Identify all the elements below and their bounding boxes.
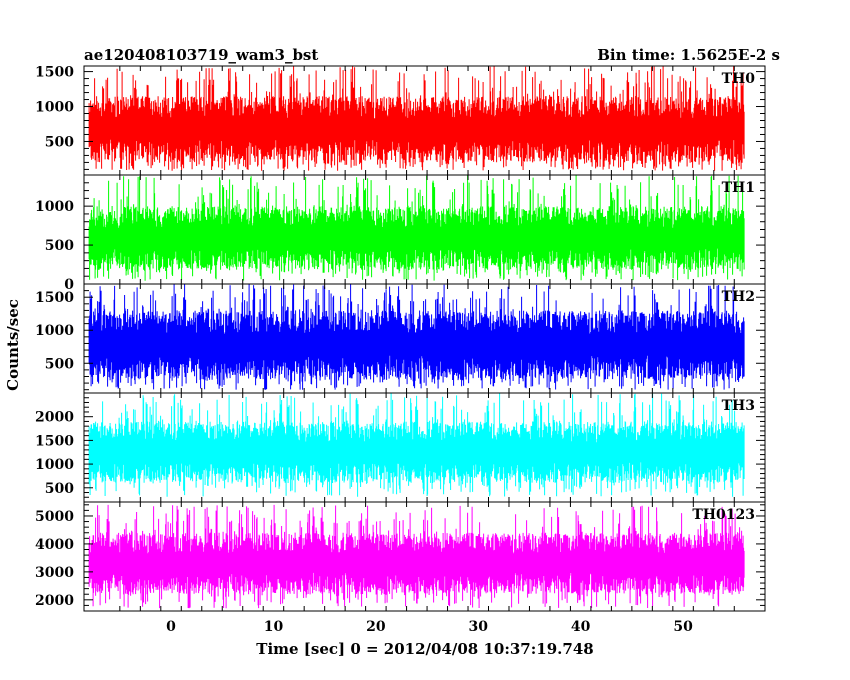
x-tick-label: 20 [366,619,386,635]
panel-th0: TH0 500 1000 1500 [35,65,766,176]
y-tick-label: 1000 [35,100,74,116]
y-tick-label: 500 [45,238,74,254]
y-tick-label: 0 [64,277,74,293]
series-th2 [88,284,745,390]
y-tick-label: 1000 [35,457,74,473]
y-tick-label: 4000 [35,537,74,553]
panel-th3: TH3 500 1000 1500 2000 [35,392,766,503]
panel-th2: TH2 500 1000 1500 [35,283,766,394]
y-tick-label: 500 [45,481,74,497]
x-tick-label: 50 [673,619,693,635]
panel-th1: TH1 0 500 1000 [35,174,766,293]
panel-th0123: TH0123 2000 3000 4000 5000 [35,501,766,612]
y-tick-label: 500 [45,356,74,372]
x-tick-label: 10 [264,619,284,635]
bin-time-subtitle: Bin time: 1.5625E-2 s [597,46,780,64]
panel-frame [83,501,766,612]
y-axis-label: Counts/sec [4,299,22,391]
series-th1 [88,175,745,281]
x-tick-label: 0 [166,619,176,635]
y-tick-label: 2000 [35,593,74,609]
y-tick-label: 1000 [35,323,74,339]
chart-title: ae120408103719_wam3_bst [84,46,318,64]
y-tick-label: 1500 [35,65,74,81]
series-th0 [88,66,745,171]
x-tick-label: 30 [469,619,489,635]
panel-label-th1: TH1 [722,180,755,196]
y-tick-label: 3000 [35,565,74,581]
x-tick-label: 40 [571,619,591,635]
panel-label-th2: TH2 [722,289,755,305]
y-tick-label: 2000 [35,410,74,426]
series-th3 [88,393,745,497]
panel-label-th0: TH0 [722,71,756,87]
y-tick-label: 1000 [35,199,74,215]
y-tick-label: 1500 [35,433,74,449]
series-th0123 [88,504,745,609]
panel-label-th0123: TH0123 [692,507,755,523]
y-tick-label: 1500 [35,290,74,306]
y-tick-label: 5000 [35,509,74,525]
panel-label-th3: TH3 [722,398,755,414]
x-axis-label: Time [sec] 0 = 2012/04/08 10:37:19.748 [256,640,593,658]
y-tick-label: 500 [45,134,74,150]
